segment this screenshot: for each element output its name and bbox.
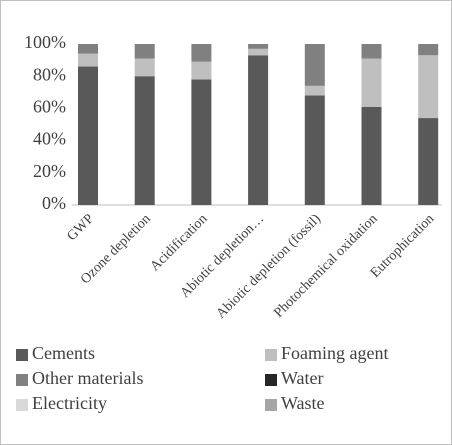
legend-label: Other materials xyxy=(32,368,143,388)
bar-segment xyxy=(78,44,98,54)
bar-segment xyxy=(78,66,98,205)
bar-segment xyxy=(418,55,439,119)
legend-swatch xyxy=(265,374,277,386)
legend-label: Electricity xyxy=(32,393,107,413)
bar-segment xyxy=(304,85,325,96)
y-tick-label: 0% xyxy=(42,193,66,213)
bar-segment xyxy=(248,55,269,205)
legend-swatch xyxy=(16,399,28,411)
legend-label: Waste xyxy=(281,393,325,413)
legend-label: Foaming agent xyxy=(281,343,388,363)
bar-segment xyxy=(191,79,212,205)
bar-segment xyxy=(248,48,269,56)
bar-segment xyxy=(191,61,212,80)
y-tick-label: 80% xyxy=(33,64,66,84)
legend-swatch xyxy=(265,399,277,411)
bar-segment xyxy=(418,44,439,56)
bar-segment xyxy=(361,58,382,107)
legend-label: Cements xyxy=(32,343,95,363)
bar-segment xyxy=(304,95,325,205)
legend-swatch xyxy=(16,349,28,361)
legend-swatch xyxy=(16,374,28,386)
bar-segment xyxy=(134,44,155,59)
bar-segment xyxy=(134,76,155,205)
y-tick-label: 60% xyxy=(33,97,66,117)
bar-segment xyxy=(418,118,439,205)
y-tick-label: 100% xyxy=(24,32,66,52)
bar-segment xyxy=(248,44,269,49)
y-tick-label: 20% xyxy=(33,161,66,181)
bar-segment xyxy=(191,44,212,62)
bar-segment xyxy=(134,58,155,77)
bar-segment xyxy=(361,106,382,205)
bar-segment xyxy=(78,53,98,67)
bar-segment xyxy=(304,44,325,86)
legend-label: Water xyxy=(281,368,324,388)
y-tick-label: 40% xyxy=(33,129,66,149)
legend-swatch xyxy=(265,349,277,361)
bar-segment xyxy=(361,44,382,59)
